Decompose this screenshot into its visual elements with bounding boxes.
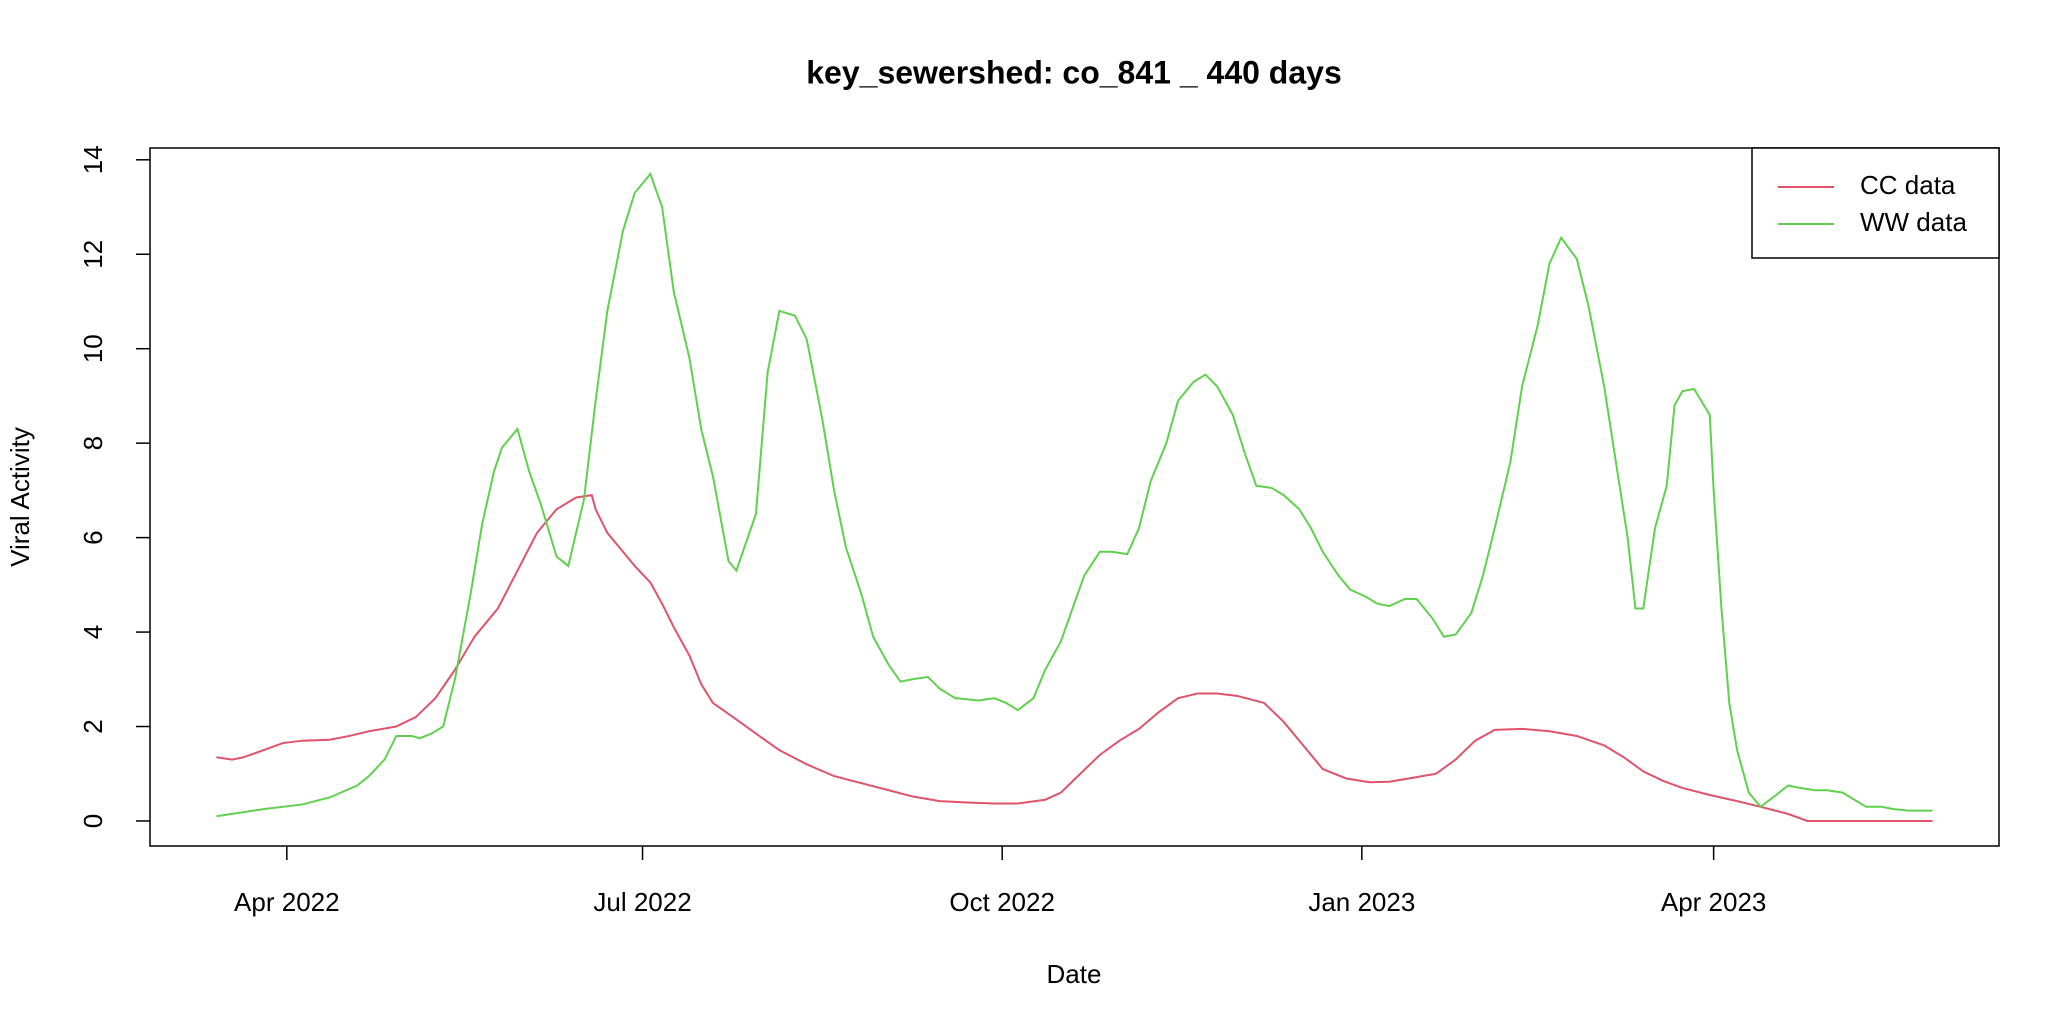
plot-frame <box>149 147 2000 847</box>
x-tick-label: Apr 2022 <box>234 887 340 917</box>
data-line <box>216 171 1933 818</box>
y-axis-label: Viral Activity <box>5 427 35 567</box>
x-tick-label: Jul 2022 <box>593 887 691 917</box>
y-tick-label: 6 <box>78 530 108 544</box>
y-tick-label: 10 <box>78 334 108 363</box>
y-tick-label: 14 <box>78 145 108 174</box>
chart-title: key_sewershed: co_841 _ 440 days <box>806 54 1341 90</box>
legend-box <box>1751 147 2000 259</box>
y-tick-label: 12 <box>78 240 108 269</box>
y-tick-label: 0 <box>78 814 108 828</box>
x-tick-label: Jan 2023 <box>1308 887 1415 917</box>
x-tick-label: Apr 2023 <box>1661 887 1767 917</box>
y-tick-label: 8 <box>78 436 108 450</box>
y-tick-label: 4 <box>78 625 108 639</box>
x-tick-label: Oct 2022 <box>949 887 1055 917</box>
y-tick-label: 2 <box>78 719 108 733</box>
legend-label: WW data <box>1860 207 1967 237</box>
x-axis-label: Date <box>1047 959 1102 989</box>
data-line <box>216 493 1933 822</box>
legend-label: CC data <box>1860 170 1956 200</box>
